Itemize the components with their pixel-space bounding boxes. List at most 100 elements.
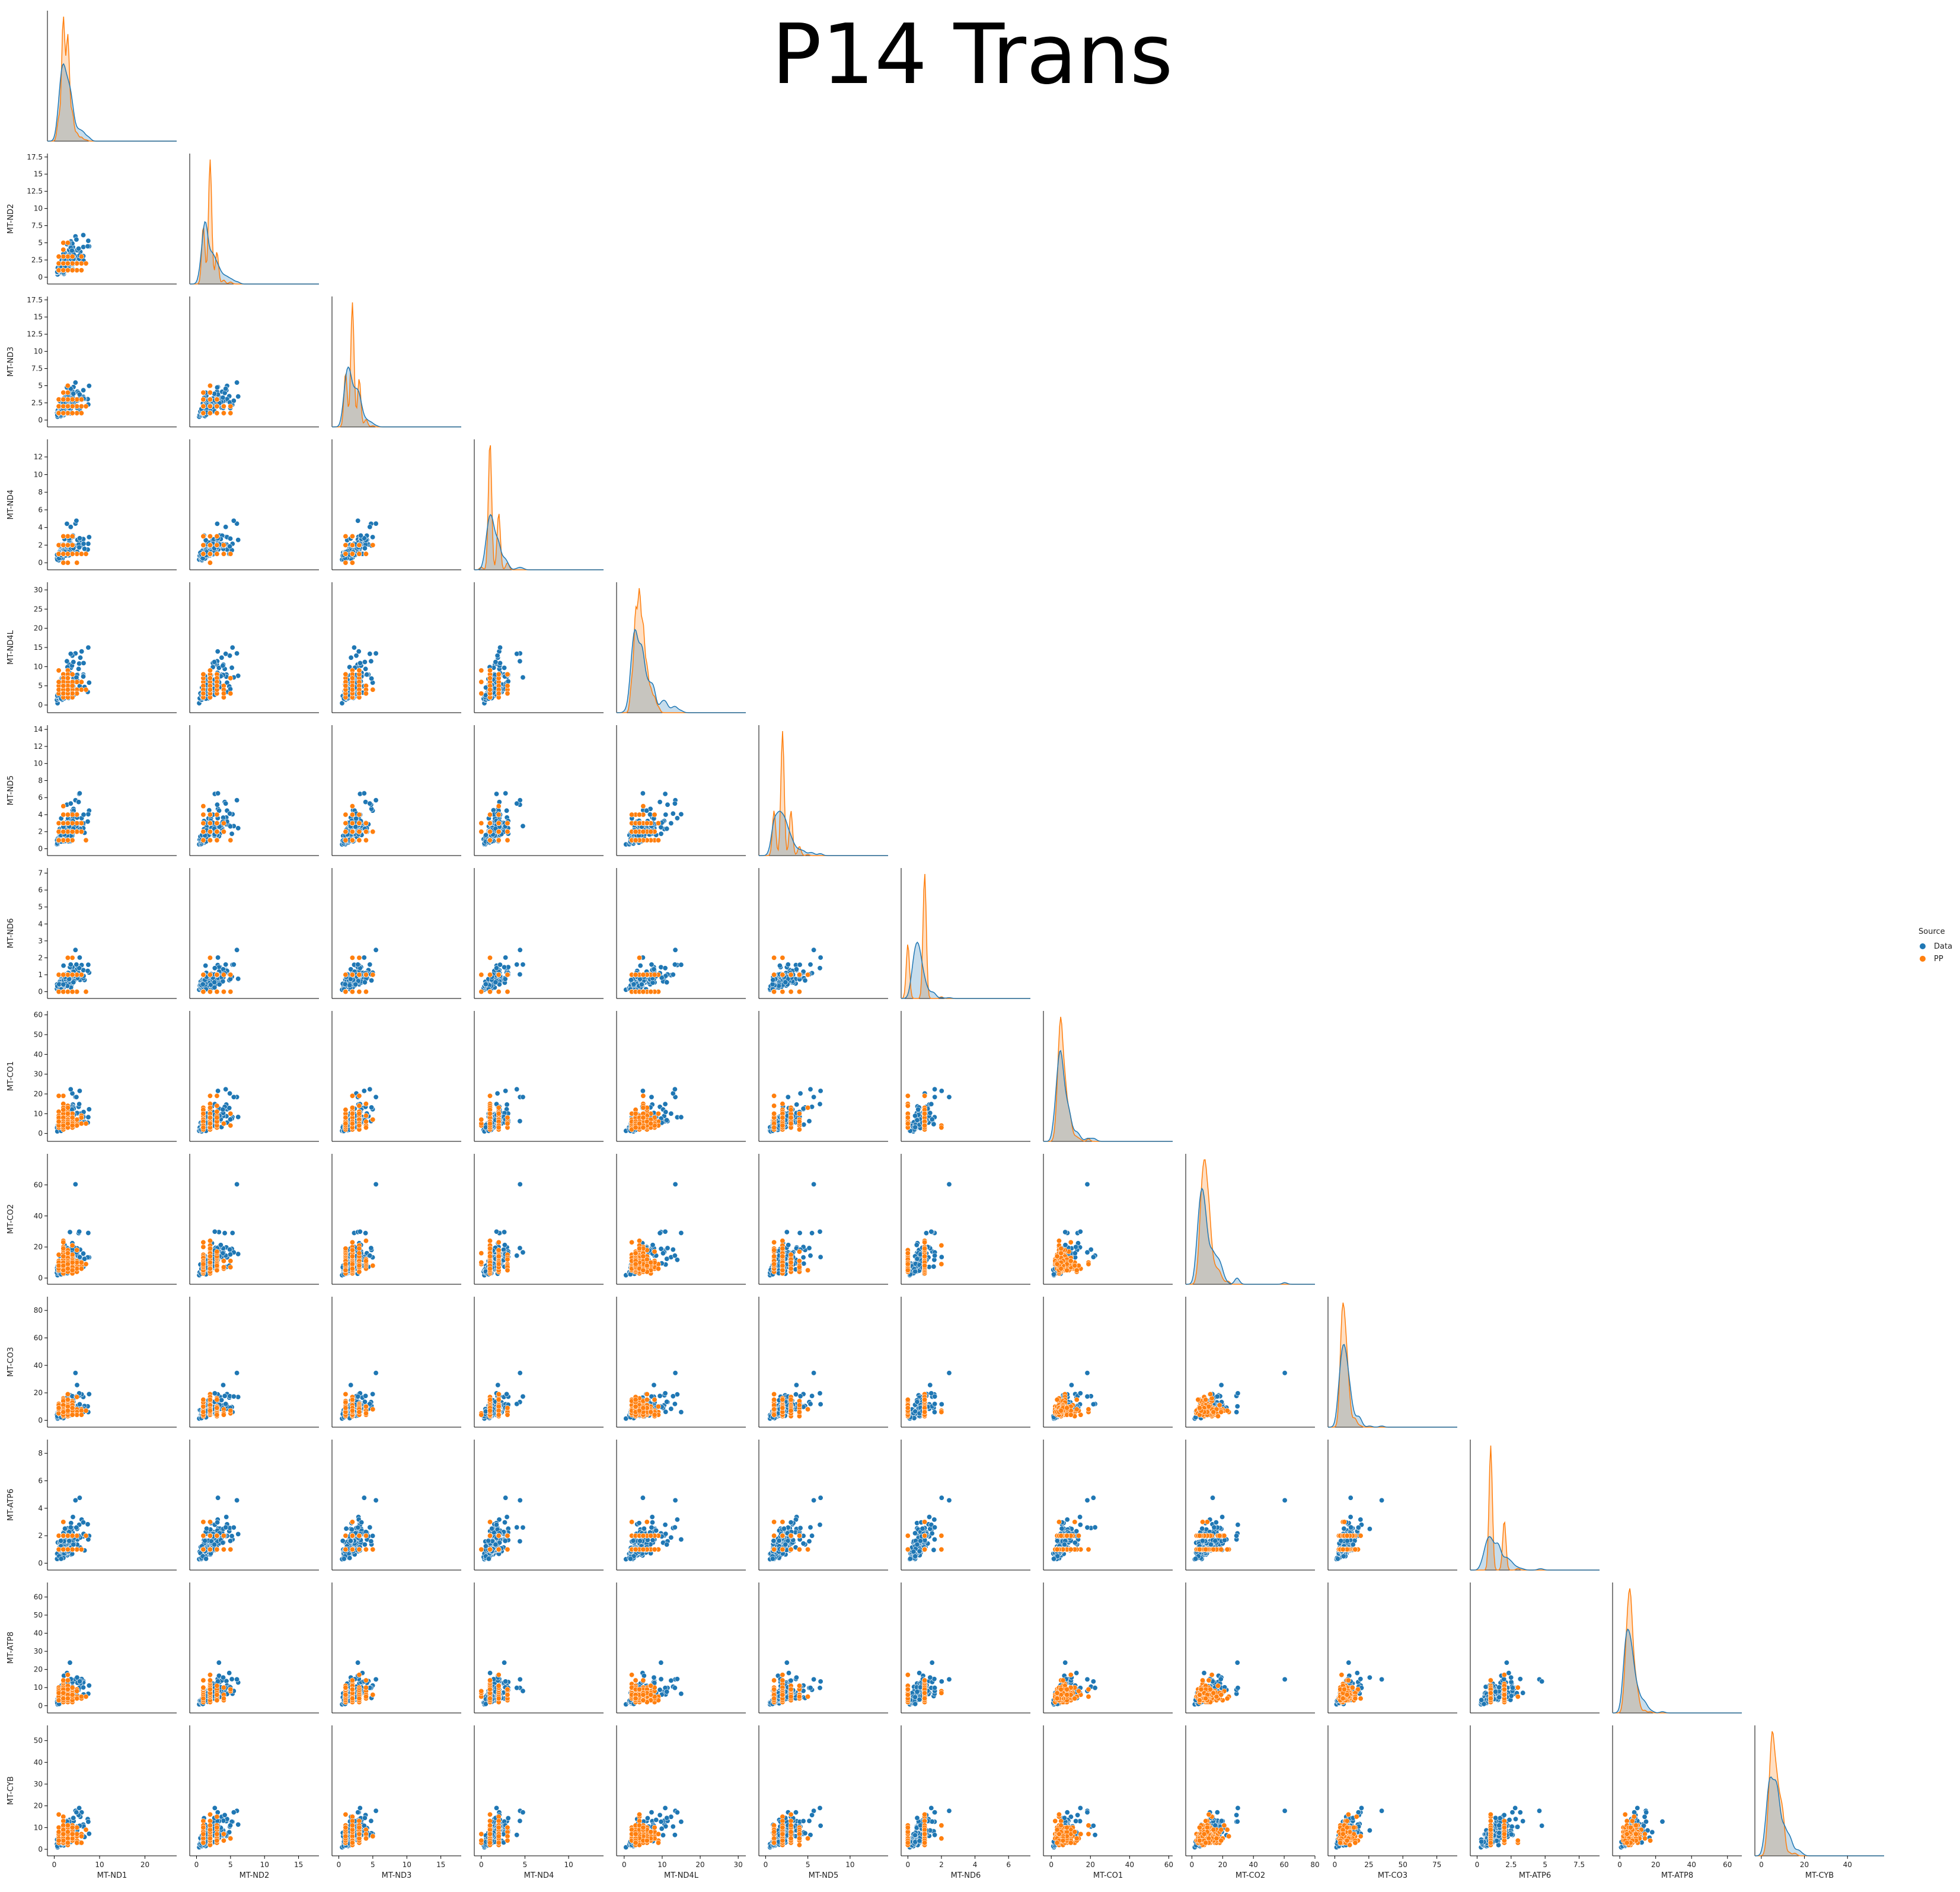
point-data <box>81 674 87 679</box>
y-tick-label: 10 <box>34 470 43 478</box>
point-data <box>234 650 240 656</box>
point-pp <box>214 403 220 409</box>
point-pp <box>370 542 376 548</box>
point-pp <box>207 675 213 681</box>
point-pp <box>363 551 369 557</box>
point-pp <box>78 551 84 557</box>
point-data <box>214 802 220 808</box>
point-data <box>72 379 78 385</box>
point-pp <box>221 551 226 557</box>
y-tick-label: 14 <box>34 725 43 733</box>
point-pp <box>60 542 66 548</box>
point-pp <box>349 551 355 557</box>
point-data <box>363 666 369 672</box>
point-pp <box>214 397 220 403</box>
point-pp <box>69 671 75 677</box>
point-pp <box>221 691 226 697</box>
point-pp <box>343 683 349 689</box>
point-pp <box>214 542 220 548</box>
y-tick-label: 30 <box>34 586 43 594</box>
point-pp <box>78 679 84 685</box>
point-pp <box>60 403 66 409</box>
point-pp <box>228 675 234 681</box>
point-data <box>78 655 84 661</box>
panel-MT-ND2-MT-ND3 <box>189 296 319 427</box>
point-pp <box>60 390 66 395</box>
point-data <box>81 541 87 547</box>
point-pp <box>74 410 80 416</box>
point-pp <box>343 551 349 557</box>
point-pp <box>221 820 226 826</box>
y-tick-label: 17.5 <box>27 296 43 304</box>
point-data <box>215 649 221 655</box>
y-axis-label: MT-ND2 <box>7 204 15 234</box>
point-pp <box>65 397 71 403</box>
point-pp <box>356 551 362 557</box>
y-tick-label: 25 <box>34 605 43 613</box>
panels-group: 02.557.51012.51517.5MT-ND202.557.51012.5… <box>7 11 1884 1880</box>
kde-fill-data <box>47 63 177 141</box>
point-pp <box>200 403 206 409</box>
point-data <box>220 663 226 669</box>
point-data <box>370 534 376 540</box>
point-pp <box>343 560 349 566</box>
point-data <box>373 521 379 527</box>
point-data <box>223 651 229 657</box>
y-tick-label: 10 <box>34 662 43 671</box>
point-data <box>69 248 75 254</box>
point-pp <box>505 691 510 697</box>
point-data <box>235 537 241 543</box>
point-data <box>76 391 82 397</box>
y-tick-label: 5 <box>38 682 43 690</box>
point-pp <box>69 403 75 409</box>
point-data <box>81 244 87 250</box>
point-pp <box>74 560 80 566</box>
point-pp <box>487 668 493 674</box>
point-pp <box>65 820 71 826</box>
panel-MT-ND2-MT-ND4 <box>189 439 319 570</box>
y-tick-label: 0 <box>38 416 43 424</box>
point-data <box>234 797 240 803</box>
point-data <box>497 645 503 650</box>
y-tick-label: 7.5 <box>31 365 43 373</box>
point-data <box>373 650 379 656</box>
y-tick-label: 6 <box>38 506 43 514</box>
point-pp <box>65 687 71 693</box>
point-pp <box>69 542 75 548</box>
y-tick-label: 2.5 <box>31 256 43 264</box>
point-data <box>81 812 87 818</box>
point-pp <box>65 382 71 388</box>
panel-MT-ND4-MT-ND4 <box>474 439 604 570</box>
point-data <box>214 521 220 527</box>
point-data <box>74 237 79 243</box>
point-pp <box>65 533 71 539</box>
kde-line-data <box>47 63 177 142</box>
point-data <box>79 649 85 655</box>
point-pp <box>207 687 213 693</box>
point-pp <box>60 410 66 416</box>
point-pp <box>200 542 206 548</box>
panel-MT-ND2-MT-ND2 <box>189 154 319 285</box>
point-pp <box>74 267 80 273</box>
point-data <box>227 824 233 829</box>
point-data <box>71 391 76 397</box>
y-tick-label: 0 <box>38 701 43 709</box>
point-pp <box>60 691 66 697</box>
kde-fill-data <box>617 629 746 713</box>
point-pp <box>200 397 206 403</box>
y-tick-label: 10 <box>34 205 43 213</box>
point-data <box>223 386 229 392</box>
point-pp <box>370 687 376 693</box>
point-pp <box>221 542 226 548</box>
point-pp <box>207 668 213 674</box>
point-pp <box>83 403 89 409</box>
y-tick-label: 17.5 <box>27 153 43 161</box>
point-data <box>86 534 92 540</box>
y-tick-label: 0 <box>38 844 43 853</box>
y-tick-label: 15 <box>34 643 43 652</box>
point-pp <box>356 542 362 548</box>
point-pp <box>200 812 206 818</box>
